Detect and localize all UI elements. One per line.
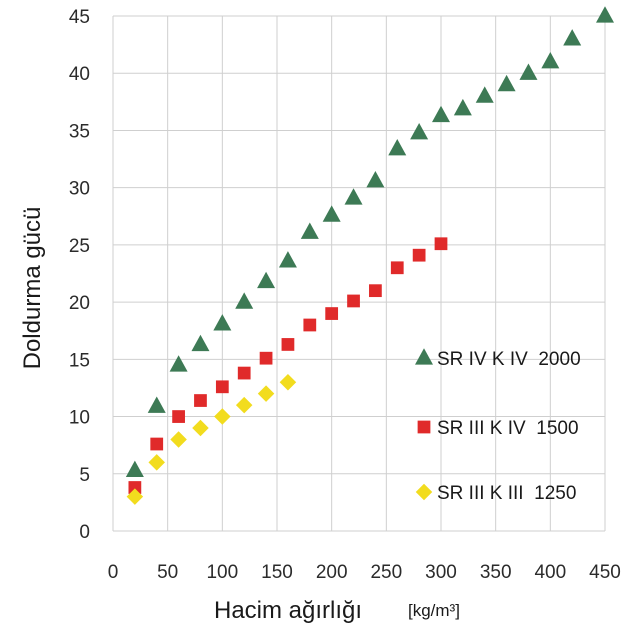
data-point-diamond xyxy=(148,454,165,471)
data-point-square xyxy=(215,380,229,394)
grid xyxy=(112,15,606,532)
data-point-triangle xyxy=(453,98,472,116)
data-point-triangle xyxy=(366,171,385,188)
data-point-diamond xyxy=(235,396,253,414)
x-tick-label: 200 xyxy=(316,562,348,583)
data-point-diamond xyxy=(279,373,297,391)
data-point-triangle xyxy=(169,355,188,372)
data-point-triangle xyxy=(519,63,538,80)
data-point-diamond xyxy=(192,419,209,437)
x-tick-label: 0 xyxy=(108,562,119,583)
data-point-square xyxy=(128,481,142,494)
data-point-square xyxy=(237,366,251,380)
y-tick-label: 20 xyxy=(69,293,90,314)
y-tick-label: 15 xyxy=(69,350,90,371)
y-tick-label: 40 xyxy=(69,64,90,85)
y-axis-title: Doldurma gücü xyxy=(19,207,46,370)
legend-label: SR III K IV 1500 xyxy=(437,418,579,439)
y-tick-label: 35 xyxy=(69,121,90,142)
x-tick-label: 400 xyxy=(534,562,566,583)
x-tick-label: 350 xyxy=(480,562,512,583)
x-tick-label: 450 xyxy=(589,562,621,583)
data-point-square xyxy=(259,351,273,365)
data-point-square xyxy=(172,410,185,423)
y-tick-label: 5 xyxy=(79,465,90,486)
legend-label: SR III K III 1250 xyxy=(437,483,576,504)
x-tick-label: 100 xyxy=(206,562,238,583)
data-point-square xyxy=(281,338,295,351)
data-point-square xyxy=(347,294,360,308)
data-point-triangle xyxy=(213,314,232,331)
data-point-square xyxy=(434,237,448,251)
data-point-triangle xyxy=(497,74,516,92)
x-tick-label: 150 xyxy=(261,562,293,583)
data-point-square xyxy=(325,307,339,320)
data-point-triangle xyxy=(388,138,407,156)
data-point-triangle xyxy=(257,271,276,289)
y-tick-label: 0 xyxy=(79,522,90,543)
x-tick-label: 300 xyxy=(425,562,457,583)
data-point-square xyxy=(150,437,164,451)
data-point-triangle xyxy=(278,251,297,268)
data-point-square xyxy=(303,318,317,332)
y-tick-label: 30 xyxy=(69,179,90,200)
data-point-triangle xyxy=(432,105,450,123)
x-axis-ticks: 0 50 100 150 200 250 300 350 400 450 xyxy=(108,562,621,583)
y-tick-label: 25 xyxy=(69,236,90,257)
data-point-square xyxy=(412,248,426,262)
x-tick-label: 250 xyxy=(370,562,402,583)
data-point-triangle xyxy=(300,222,319,239)
data-point-triangle xyxy=(191,334,210,352)
data-point-diamond xyxy=(126,488,144,505)
data-point-square xyxy=(369,284,382,298)
data-point-triangle xyxy=(541,52,560,69)
data-point-square xyxy=(194,394,207,407)
data-point-triangle xyxy=(344,188,363,205)
data-point-triangle xyxy=(125,460,144,477)
y-tick-label: 45 xyxy=(69,7,90,28)
legend: SR IV K IV 2000 SR III K IV 1500 SR III K … xyxy=(415,348,581,504)
legend-marker-square xyxy=(417,420,431,434)
data-point-triangle xyxy=(147,396,166,413)
data-point-triangle xyxy=(596,6,614,23)
x-axis-unit: [kg/m³] xyxy=(408,601,460,620)
y-axis-ticks: 0 5 10 15 20 25 30 35 40 45 xyxy=(69,7,90,543)
y-tick-label: 10 xyxy=(69,408,90,429)
legend-label: SR IV K IV 2000 xyxy=(437,349,581,370)
data-point-diamond xyxy=(170,431,187,448)
legend-marker-diamond xyxy=(415,483,433,501)
data-point-triangle xyxy=(235,292,254,309)
x-axis-title: Hacim ağırlığı xyxy=(214,597,362,624)
data-point-diamond xyxy=(257,385,275,402)
data-point-triangle xyxy=(322,205,341,222)
data-point-triangle xyxy=(475,86,494,103)
legend-marker-triangle xyxy=(415,348,433,365)
data-point-triangle xyxy=(410,122,429,140)
data-point-square xyxy=(390,261,404,275)
data-point-triangle xyxy=(563,29,582,46)
data-points xyxy=(125,6,614,505)
data-point-diamond xyxy=(214,408,231,425)
x-tick-label: 50 xyxy=(157,562,178,583)
